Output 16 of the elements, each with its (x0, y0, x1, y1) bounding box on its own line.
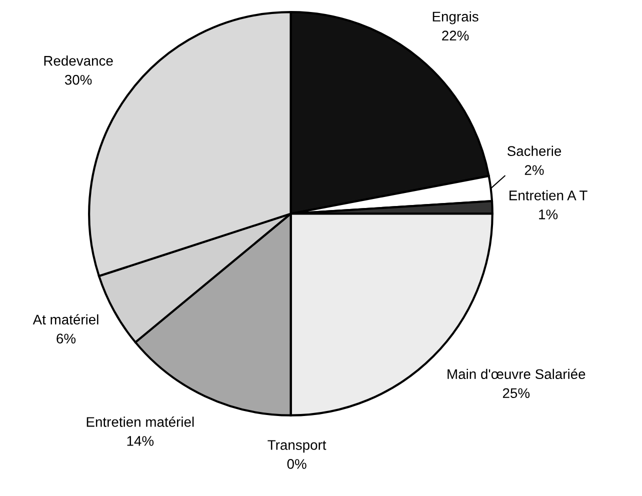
data-label: 1% (539, 210, 558, 220)
data-label: 14% (127, 436, 154, 446)
text: 0% (287, 459, 306, 469)
slice-label: Sacherie (507, 146, 562, 156)
data-label: 30% (64, 74, 92, 85)
data-label: 2% (524, 165, 544, 175)
slice-label: Main d'œuvre Salariée (448, 368, 586, 380)
data-label: 22% (442, 30, 469, 40)
slice-label: Redevance (44, 56, 113, 66)
data-label: 25% (502, 388, 530, 398)
slice-label: Entretien matériel (86, 416, 194, 427)
slice-label: At matériel (32, 314, 98, 325)
slice-label: Engrais (432, 11, 478, 24)
category-label: Transport (268, 440, 326, 453)
data-label: 6% (56, 334, 76, 344)
slice-label: Entretien A T (510, 190, 588, 200)
